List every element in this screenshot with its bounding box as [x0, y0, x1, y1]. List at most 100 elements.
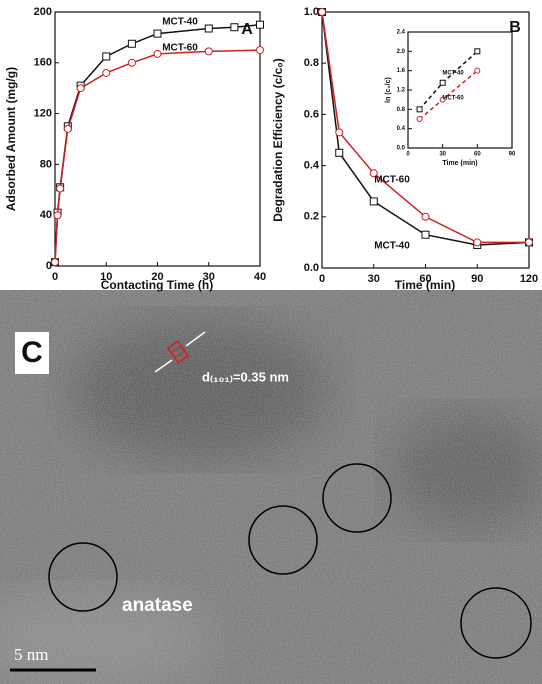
y-tick-label: 1.2: [397, 88, 406, 94]
marker: [525, 238, 533, 247]
y-tick-label: 120: [34, 108, 52, 120]
crystal-circle: [460, 587, 532, 659]
marker: [421, 212, 430, 221]
arrow: [185, 331, 206, 347]
marker: [421, 230, 430, 239]
marker: [127, 58, 136, 67]
series-line: [321, 11, 529, 244]
x-tick-label: 40: [254, 271, 266, 283]
panel-label-box: [15, 332, 49, 374]
series-label: MCT-60: [442, 96, 464, 102]
marker: [474, 48, 481, 55]
panel-label: C: [21, 336, 43, 369]
marker: [63, 124, 72, 133]
series-label: MCT-40: [374, 241, 410, 252]
marker: [204, 47, 213, 56]
y-tick-label: 0.0: [397, 146, 406, 152]
marker: [153, 29, 162, 38]
y-tick-label: 160: [34, 57, 52, 69]
y-tick-label: 1.0: [304, 6, 319, 18]
x-tick-label: 90: [471, 273, 483, 285]
crystal-circle: [322, 463, 392, 533]
crystal-circle: [48, 542, 118, 612]
tem-image: C d₍₁₀₁₎=0.35 nm anatase 5 nm: [0, 290, 542, 684]
marker: [127, 39, 136, 48]
lattice-mark: [166, 340, 190, 364]
y-tick-label: 0.6: [304, 108, 319, 120]
series-label: MCT-60: [162, 43, 198, 54]
marker: [416, 106, 423, 113]
y-tick-label: 0.0: [304, 262, 319, 274]
chart: 0 30 60 90 120 0.0 0.2 0.4 0.6 0.8 1.0 Time (min) De…: [271, 6, 538, 292]
chart: 0 10 20 30 40 0 40 80 120 160 200 Contacting Time (…: [4, 6, 266, 292]
marker: [318, 8, 326, 16]
panel-label: A: [241, 21, 253, 38]
marker: [369, 169, 378, 178]
crystal-circle: [248, 505, 318, 575]
y-tick-label: 0.2: [304, 211, 319, 223]
series-line: [321, 11, 530, 246]
scale-label: 5 nm: [14, 645, 48, 664]
chart: 0 30 60 90 0.0 0.4 0.8 1.2 1.6 2.0 2.4 Time (min) ln…: [385, 30, 516, 167]
series-label: MCT-40: [162, 17, 198, 28]
y-tick-label: 1.6: [397, 68, 406, 74]
marker: [256, 20, 264, 29]
y-tick-label: 0.4: [397, 126, 406, 132]
panel-label: B: [509, 19, 521, 36]
y-tick-label: 40: [40, 209, 52, 221]
y-axis-label: Degradation Efficiency (c/c₀): [271, 58, 285, 221]
y-tick-label: 0.4: [304, 160, 320, 172]
x-tick-label: 0: [52, 271, 58, 283]
series-line: [54, 49, 261, 263]
x-tick-label: 0: [319, 273, 325, 285]
marker: [153, 49, 162, 58]
y-tick-label: 0: [46, 260, 52, 272]
x-tick-label: 60: [419, 273, 431, 285]
marker: [416, 116, 423, 122]
plot-frame: [407, 31, 513, 149]
x-tick-label: 90: [509, 152, 516, 158]
marker: [76, 84, 85, 93]
marker: [204, 24, 213, 33]
x-tick-label: 10: [100, 271, 112, 283]
lattice-label: d₍₁₀₁₎=0.35 nm: [202, 369, 289, 384]
marker: [474, 67, 481, 74]
marker: [53, 211, 62, 220]
marker: [102, 52, 111, 61]
marker: [473, 238, 482, 247]
marker: [439, 96, 446, 103]
arrow: [154, 359, 173, 373]
y-tick-label: 80: [40, 158, 52, 170]
x-tick-label: 120: [520, 273, 538, 285]
series-label: MCT-40: [442, 71, 464, 77]
y-tick-label: 2.0: [397, 49, 406, 55]
marker: [51, 258, 59, 267]
marker: [335, 128, 344, 137]
x-tick-label: 30: [368, 273, 380, 285]
marker: [369, 197, 378, 206]
marker: [56, 184, 65, 193]
marker: [102, 68, 111, 77]
y-axis-label: Adsorbed Amount (mg/g): [4, 67, 18, 211]
y-tick-label: 2.4: [397, 30, 406, 36]
marker: [230, 23, 239, 32]
marker: [439, 79, 446, 86]
x-tick-label: 0: [406, 152, 410, 158]
x-axis-label: Time (min): [442, 160, 477, 167]
y-tick-label: 200: [34, 6, 52, 18]
x-tick-label: 30: [439, 152, 446, 158]
y-tick-label: 0.8: [397, 107, 406, 113]
y-axis-label: ln (c₀/c): [385, 77, 392, 103]
image-texture: [0, 290, 542, 684]
series-line: [54, 23, 261, 263]
series-label: MCT-60: [374, 175, 410, 186]
marker: [256, 46, 264, 55]
x-tick-label: 20: [151, 271, 163, 283]
phase-label: anatase: [122, 595, 193, 616]
x-axis-label: Time (min): [395, 278, 455, 292]
x-axis-label: Contacting Time (h): [101, 278, 213, 292]
x-tick-label: 30: [203, 271, 215, 283]
marker: [335, 148, 344, 157]
y-tick-label: 0.8: [304, 57, 319, 69]
